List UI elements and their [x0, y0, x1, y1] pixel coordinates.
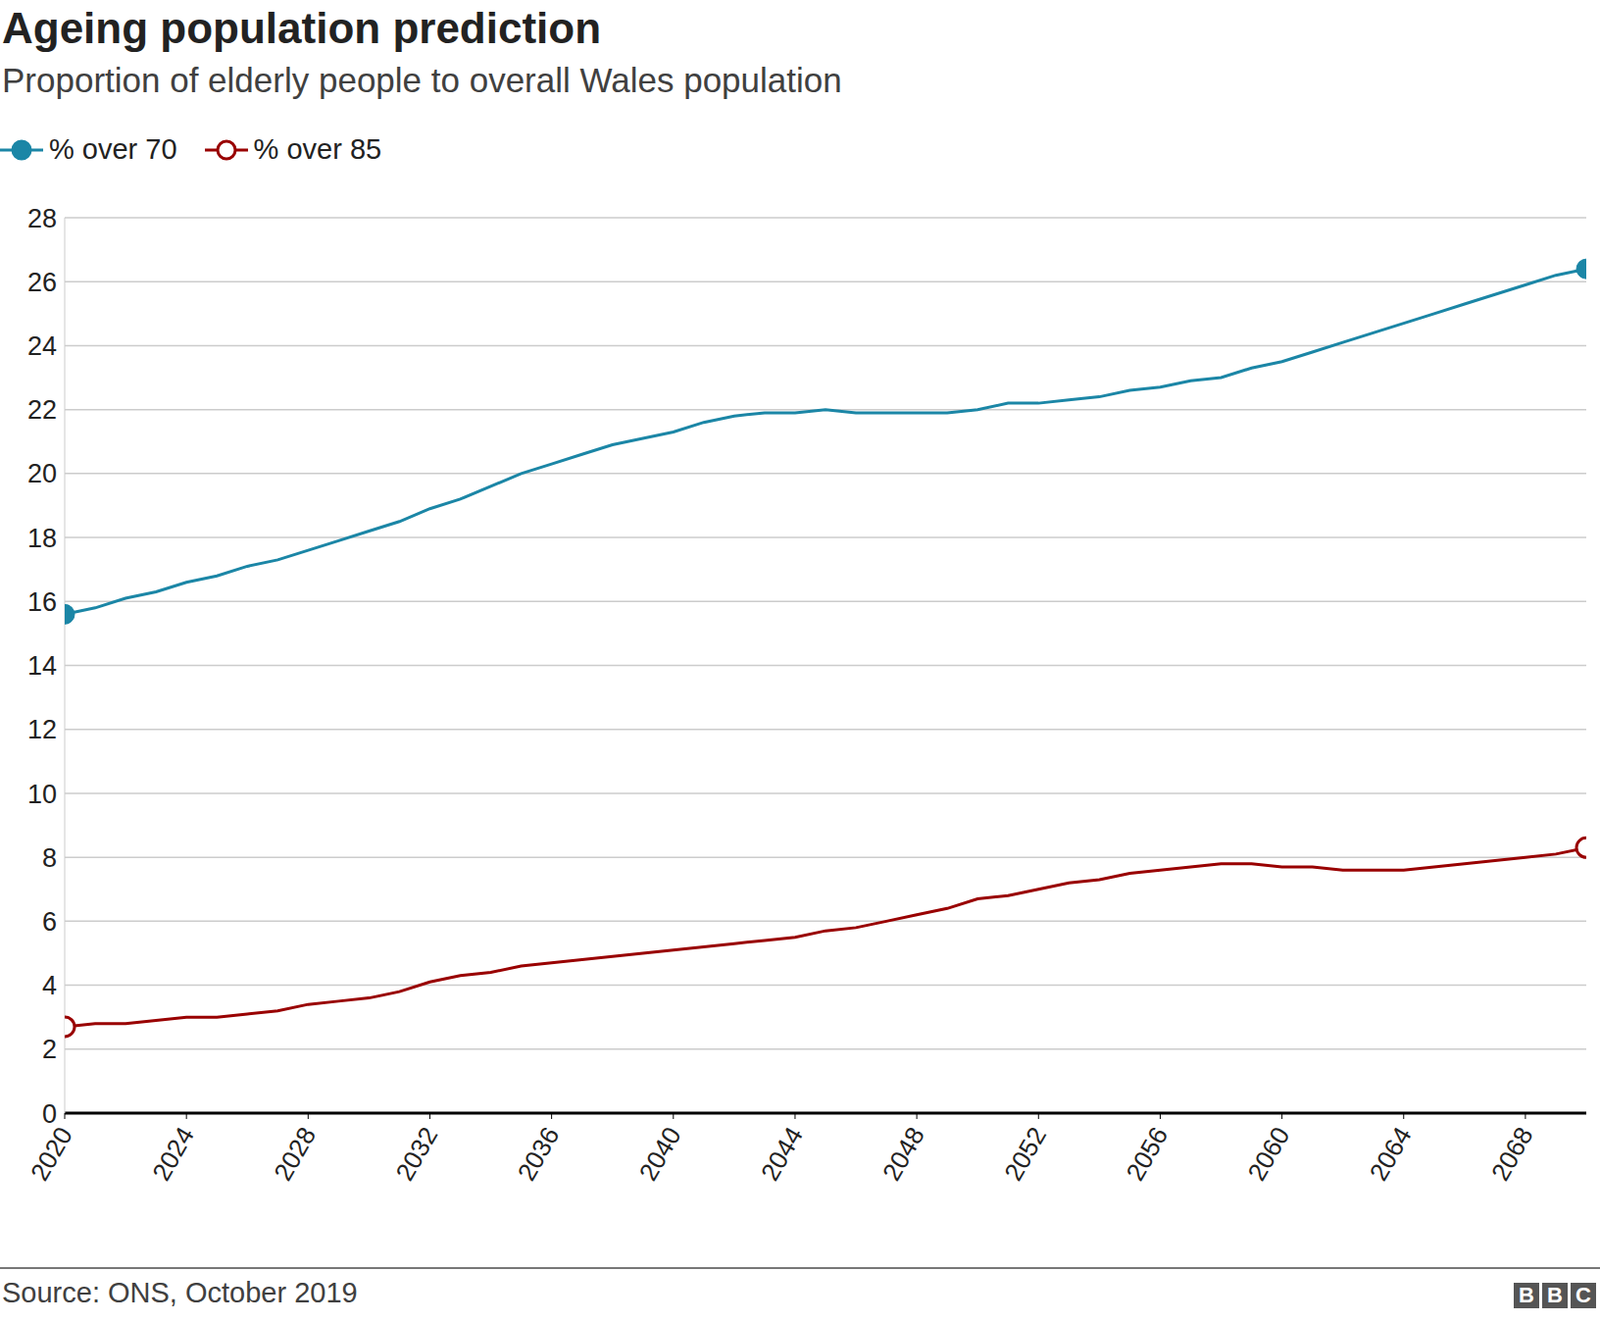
svg-text:4: 4 — [42, 970, 57, 1000]
svg-text:2: 2 — [42, 1034, 57, 1064]
svg-text:10: 10 — [27, 779, 57, 809]
html-text:% over 70: % over 70 — [49, 133, 178, 165]
svg-text:26: 26 — [27, 267, 57, 298]
svg-text:2068: 2068 — [1485, 1121, 1540, 1186]
svg-text:2044: 2044 — [754, 1121, 809, 1186]
svg-text:8: 8 — [42, 843, 57, 873]
html-text:B: B — [1547, 1282, 1563, 1307]
svg-text:24: 24 — [27, 331, 57, 361]
svg-text:22: 22 — [27, 395, 57, 425]
svg-text:18: 18 — [27, 523, 57, 553]
html-text:Ageing population prediction: Ageing population prediction — [1, 3, 602, 52]
html-text:Proportion of elderly people t: Proportion of elderly people to overall … — [1, 60, 842, 100]
svg-text:2036: 2036 — [511, 1121, 566, 1186]
svg-text:12: 12 — [27, 714, 57, 745]
svg-text:6: 6 — [42, 906, 57, 937]
svg-text:28: 28 — [27, 203, 57, 234]
html-text:B: B — [1518, 1282, 1535, 1307]
svg-text:2020: 2020 — [24, 1121, 79, 1186]
svg-text:2028: 2028 — [267, 1121, 322, 1186]
svg-text:2056: 2056 — [1119, 1121, 1174, 1186]
html-text:C: C — [1575, 1282, 1592, 1307]
svg-text:2024: 2024 — [146, 1121, 200, 1186]
svg-text:16: 16 — [27, 587, 57, 617]
svg-text:2048: 2048 — [876, 1121, 931, 1186]
svg-text:2032: 2032 — [389, 1121, 444, 1186]
svg-text:0: 0 — [42, 1099, 57, 1129]
svg-text:14: 14 — [27, 650, 57, 681]
html-text:% over 85: % over 85 — [253, 133, 382, 165]
svg-text:2040: 2040 — [633, 1121, 688, 1186]
html-text:Source: ONS, October 2019: Source: ONS, October 2019 — [1, 1276, 358, 1308]
svg-text:2052: 2052 — [998, 1121, 1052, 1186]
svg-text:2064: 2064 — [1363, 1121, 1418, 1186]
svg-text:2060: 2060 — [1242, 1121, 1297, 1186]
svg-text:20: 20 — [27, 458, 57, 489]
